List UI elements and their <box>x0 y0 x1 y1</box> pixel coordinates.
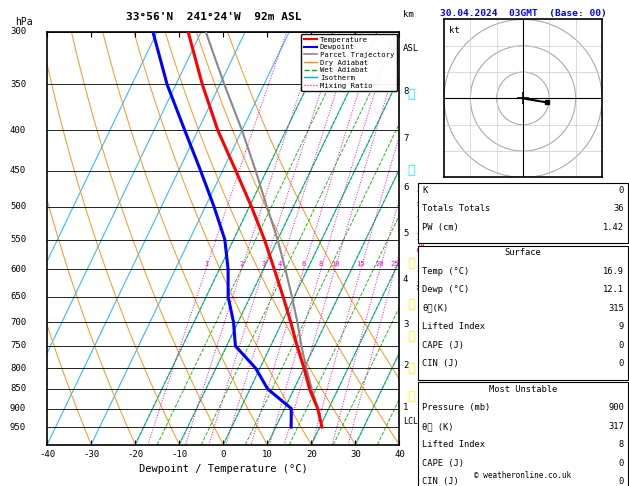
Text: ⿰: ⿰ <box>408 87 415 101</box>
Text: 4: 4 <box>403 275 408 283</box>
Text: 3: 3 <box>403 320 408 329</box>
Text: 15: 15 <box>357 261 365 267</box>
Text: θᴇ (K): θᴇ (K) <box>422 422 454 431</box>
Text: 1.42: 1.42 <box>603 223 624 232</box>
Text: 8: 8 <box>403 87 408 96</box>
Text: 900: 900 <box>10 404 26 413</box>
Text: Surface: Surface <box>504 248 542 258</box>
Text: 315: 315 <box>608 304 624 313</box>
Text: 6: 6 <box>403 183 408 191</box>
Text: 0: 0 <box>619 186 624 195</box>
Text: 1: 1 <box>403 403 408 412</box>
Text: 6: 6 <box>301 261 306 267</box>
Text: 4: 4 <box>278 261 282 267</box>
Legend: Temperature, Dewpoint, Parcel Trajectory, Dry Adiabat, Wet Adiabat, Isotherm, Mi: Temperature, Dewpoint, Parcel Trajectory… <box>301 34 398 91</box>
Text: ⿰: ⿰ <box>408 298 415 311</box>
Text: 850: 850 <box>10 384 26 394</box>
Text: 9: 9 <box>619 322 624 331</box>
Text: 450: 450 <box>10 166 26 175</box>
Text: Totals Totals: Totals Totals <box>422 204 491 213</box>
X-axis label: Dewpoint / Temperature (°C): Dewpoint / Temperature (°C) <box>139 464 308 474</box>
Text: 8: 8 <box>619 440 624 450</box>
Text: Lifted Index: Lifted Index <box>422 440 485 450</box>
Text: 5: 5 <box>403 229 408 238</box>
Text: km: km <box>403 10 414 19</box>
Text: 0: 0 <box>619 477 624 486</box>
Text: 0: 0 <box>619 459 624 468</box>
Text: ⿰: ⿰ <box>408 257 415 270</box>
Text: CIN (J): CIN (J) <box>422 477 459 486</box>
Text: CAPE (J): CAPE (J) <box>422 459 464 468</box>
Text: 600: 600 <box>10 265 26 274</box>
Text: 7: 7 <box>403 134 408 143</box>
Text: hPa: hPa <box>16 17 33 27</box>
Text: ⿰: ⿰ <box>408 164 415 177</box>
Text: Mixing Ratio (g/kg): Mixing Ratio (g/kg) <box>418 187 427 289</box>
Text: ⿰: ⿰ <box>408 362 415 375</box>
Text: 650: 650 <box>10 293 26 301</box>
Text: 10: 10 <box>331 261 339 267</box>
Text: CIN (J): CIN (J) <box>422 359 459 368</box>
Text: 900: 900 <box>608 403 624 413</box>
Text: 350: 350 <box>10 80 26 89</box>
Text: LCL: LCL <box>403 417 418 426</box>
Text: ASL: ASL <box>403 44 419 53</box>
Text: kt: kt <box>449 26 460 35</box>
Text: 750: 750 <box>10 342 26 350</box>
Text: Most Unstable: Most Unstable <box>489 385 557 394</box>
Text: 25: 25 <box>391 261 399 267</box>
Text: 700: 700 <box>10 318 26 327</box>
Text: θᴇ(K): θᴇ(K) <box>422 304 448 313</box>
Text: 300: 300 <box>10 27 26 36</box>
Text: 2: 2 <box>403 362 408 370</box>
Text: 800: 800 <box>10 364 26 373</box>
Text: Dewp (°C): Dewp (°C) <box>422 285 469 295</box>
Text: © weatheronline.co.uk: © weatheronline.co.uk <box>474 471 572 480</box>
Text: K: K <box>422 186 427 195</box>
Text: 0: 0 <box>619 341 624 350</box>
Text: 2: 2 <box>240 261 244 267</box>
Text: 30.04.2024  03GMT  (Base: 00): 30.04.2024 03GMT (Base: 00) <box>440 9 606 18</box>
Text: ⿰: ⿰ <box>408 330 415 343</box>
Text: Pressure (mb): Pressure (mb) <box>422 403 491 413</box>
Text: 3: 3 <box>262 261 266 267</box>
Text: Lifted Index: Lifted Index <box>422 322 485 331</box>
Text: 317: 317 <box>608 422 624 431</box>
Text: 500: 500 <box>10 202 26 211</box>
Text: 33°56'N  241°24'W  92m ASL: 33°56'N 241°24'W 92m ASL <box>126 12 302 22</box>
Text: 20: 20 <box>376 261 384 267</box>
Text: 12.1: 12.1 <box>603 285 624 295</box>
Text: PW (cm): PW (cm) <box>422 223 459 232</box>
Text: 400: 400 <box>10 126 26 135</box>
Text: 36: 36 <box>613 204 624 213</box>
Text: CAPE (J): CAPE (J) <box>422 341 464 350</box>
Text: 8: 8 <box>319 261 323 267</box>
Text: 0: 0 <box>619 359 624 368</box>
Text: 550: 550 <box>10 235 26 244</box>
Text: 1: 1 <box>204 261 208 267</box>
Text: 950: 950 <box>10 423 26 432</box>
Text: ⿰: ⿰ <box>408 390 415 403</box>
Text: 16.9: 16.9 <box>603 267 624 276</box>
Text: Temp (°C): Temp (°C) <box>422 267 469 276</box>
